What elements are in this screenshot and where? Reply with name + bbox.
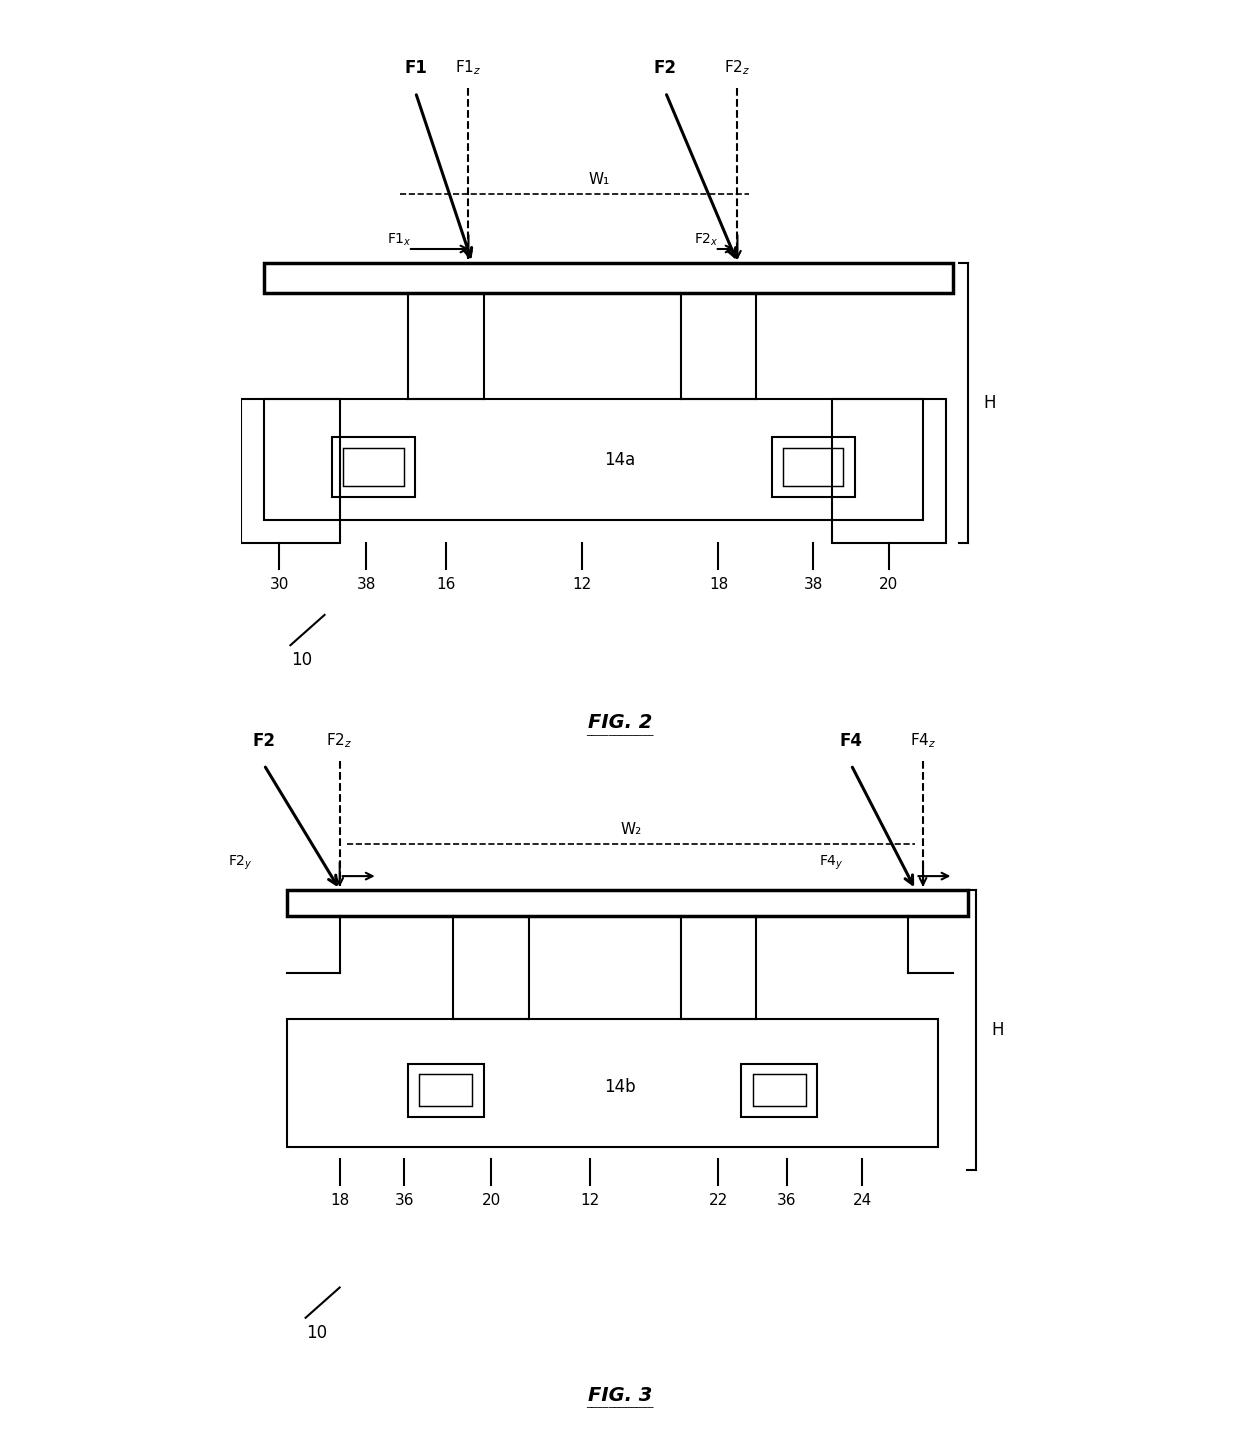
Text: 14a: 14a bbox=[604, 451, 636, 468]
Bar bbox=[286, 890, 968, 916]
Text: 10: 10 bbox=[306, 1324, 327, 1342]
Bar bbox=[264, 399, 923, 521]
Text: H: H bbox=[991, 1020, 1003, 1039]
Text: ____________: ____________ bbox=[587, 726, 653, 736]
Text: 12: 12 bbox=[573, 577, 591, 592]
Bar bbox=[332, 436, 415, 498]
Text: FIG. 2: FIG. 2 bbox=[588, 713, 652, 733]
Text: 38: 38 bbox=[804, 577, 823, 592]
Text: 16: 16 bbox=[436, 577, 455, 592]
Text: 20: 20 bbox=[879, 577, 899, 592]
Text: H: H bbox=[983, 394, 996, 412]
Bar bbox=[771, 436, 854, 498]
Text: F2$_z$: F2$_z$ bbox=[326, 731, 353, 750]
Text: 24: 24 bbox=[853, 1193, 872, 1208]
Text: F2$_x$: F2$_x$ bbox=[693, 232, 718, 248]
Text: 20: 20 bbox=[481, 1193, 501, 1208]
Bar bbox=[419, 1073, 472, 1106]
Bar bbox=[753, 1073, 806, 1106]
Text: W₂: W₂ bbox=[621, 821, 642, 837]
Bar bbox=[286, 1019, 939, 1148]
Text: 22: 22 bbox=[709, 1193, 728, 1208]
Text: F4$_z$: F4$_z$ bbox=[910, 731, 936, 750]
Text: 36: 36 bbox=[394, 1193, 414, 1208]
Text: 12: 12 bbox=[580, 1193, 599, 1208]
Bar bbox=[832, 399, 946, 542]
Text: F2: F2 bbox=[653, 59, 677, 77]
Text: F4: F4 bbox=[839, 731, 863, 750]
Text: FIG. 3: FIG. 3 bbox=[588, 1385, 652, 1405]
Bar bbox=[408, 1065, 484, 1118]
Bar bbox=[343, 448, 404, 487]
Text: W₁: W₁ bbox=[589, 172, 610, 187]
Text: F1$_x$: F1$_x$ bbox=[387, 232, 412, 248]
Text: ____________: ____________ bbox=[587, 1398, 653, 1408]
Text: 38: 38 bbox=[357, 577, 376, 592]
Text: F4$_y$: F4$_y$ bbox=[818, 854, 843, 873]
Bar bbox=[782, 448, 843, 487]
Text: 14b: 14b bbox=[604, 1078, 636, 1096]
Bar bbox=[242, 399, 340, 542]
Text: 10: 10 bbox=[291, 651, 312, 670]
Text: F2$_z$: F2$_z$ bbox=[724, 59, 750, 77]
Text: 36: 36 bbox=[777, 1193, 796, 1208]
Text: F2$_y$: F2$_y$ bbox=[228, 854, 253, 873]
Text: 18: 18 bbox=[709, 577, 728, 592]
Text: F1: F1 bbox=[404, 59, 427, 77]
Text: 18: 18 bbox=[330, 1193, 350, 1208]
Bar bbox=[264, 263, 954, 293]
Text: 30: 30 bbox=[269, 577, 289, 592]
Bar bbox=[742, 1065, 817, 1118]
Text: F1$_z$: F1$_z$ bbox=[455, 59, 481, 77]
Text: F2: F2 bbox=[253, 731, 275, 750]
